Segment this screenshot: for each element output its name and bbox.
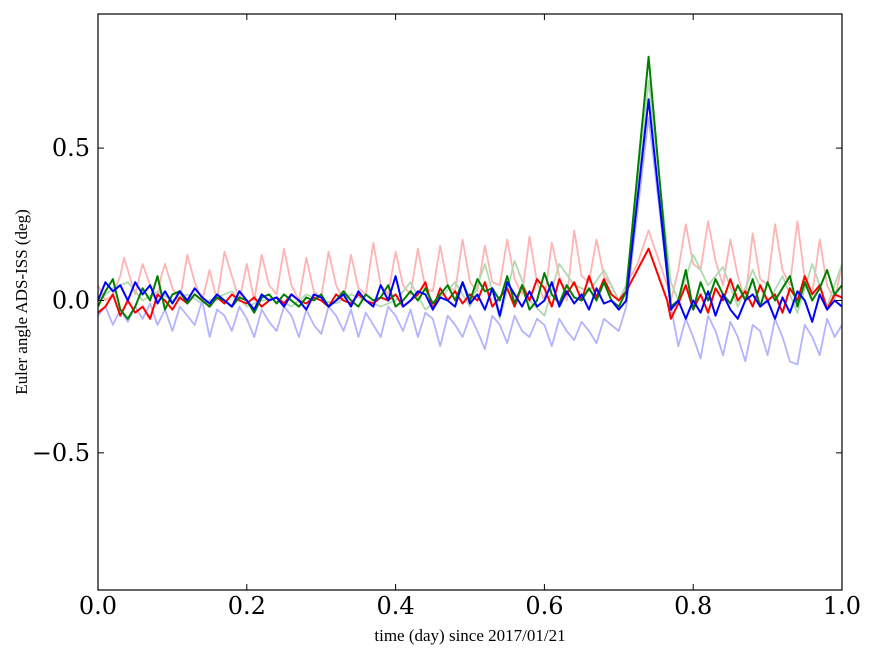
y-tick-label: 0.0 — [52, 286, 90, 314]
series-line-5 — [98, 98, 842, 323]
plot-frame — [97, 13, 843, 591]
x-tick-label: 0.0 — [79, 592, 117, 620]
y-axis-label: Euler angle ADS-ISS (deg) — [12, 209, 31, 395]
x-tick-label: 1.0 — [823, 592, 861, 620]
x-tick-label: 0.2 — [228, 592, 266, 620]
tick-layer: 0.0 0.2 0.4 0.6 0.8 1.0 −0.5 0.0 0.5 — [32, 14, 861, 620]
y-tick-label: 0.5 — [52, 134, 90, 162]
x-tick-label: 0.6 — [525, 592, 563, 620]
x-tick-label: 0.8 — [674, 592, 712, 620]
series-layer — [98, 55, 842, 366]
series-line-2 — [98, 116, 842, 366]
x-axis-label: time (day) since 2017/01/21 — [374, 626, 566, 645]
y-tick-label: −0.5 — [32, 439, 90, 467]
x-tick-label: 0.4 — [377, 592, 415, 620]
series-line-1 — [98, 80, 842, 320]
